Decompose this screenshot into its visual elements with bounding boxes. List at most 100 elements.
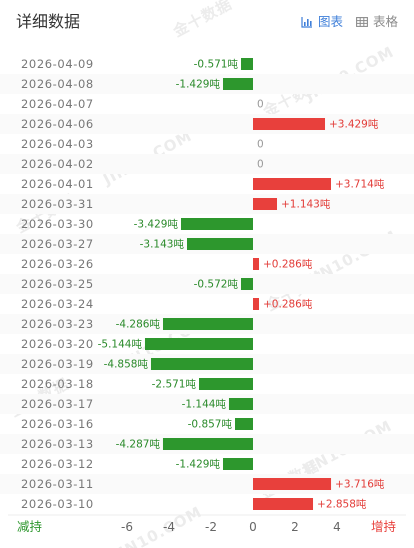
data-label: -1.429吨: [176, 78, 221, 91]
bar-decrease: [235, 418, 253, 430]
data-label: -1.144吨: [182, 398, 227, 411]
header: 详细数据 图表 表格: [0, 0, 414, 44]
table-row: 2026-03-19 -4.858吨: [0, 354, 414, 374]
category-label: 2026-03-16: [21, 417, 94, 431]
bar-increase: [253, 198, 278, 210]
table-row: 2026-03-18 -2.571吨: [21, 377, 253, 391]
category-label: 2026-03-12: [21, 457, 94, 471]
category-label: 2026-03-10: [21, 497, 94, 511]
data-label: -5.144吨: [98, 338, 143, 351]
chart-view-button[interactable]: 图表: [301, 14, 343, 30]
table-row: 2026-03-27 -3.143吨: [0, 234, 414, 254]
table-row: 2026-03-26 +0.286吨: [21, 257, 313, 271]
data-label: 0: [257, 139, 264, 151]
table-row: 2026-03-25 -0.572吨: [0, 274, 414, 294]
table-view-button[interactable]: 表格: [356, 14, 398, 30]
table-row: 2026-04-02 0: [0, 154, 414, 174]
category-label: 2026-03-30: [21, 217, 94, 231]
row-background: [0, 394, 414, 414]
category-label: 2026-03-26: [21, 257, 94, 271]
bar-decrease: [199, 378, 253, 390]
tick-label: -4: [163, 520, 175, 534]
category-label: 2026-03-24: [21, 297, 94, 311]
table-row: 2026-03-13 -4.287吨: [0, 434, 414, 454]
bar-decrease: [162, 318, 253, 330]
data-label: -3.429吨: [134, 218, 179, 231]
category-label: 2026-03-20: [21, 337, 94, 351]
table-row: 2026-04-07 0: [21, 97, 264, 111]
table-view-label: 表格: [373, 14, 399, 29]
data-label: +0.286吨: [263, 258, 313, 271]
row-background: [0, 194, 414, 214]
category-label: 2026-03-23: [21, 317, 94, 331]
data-label: -0.572吨: [194, 278, 239, 291]
category-label: 2026-03-25: [21, 277, 94, 291]
data-label: 0: [257, 159, 264, 171]
bar-decrease: [222, 458, 253, 470]
data-label: -0.571吨: [194, 58, 239, 71]
category-label: 2026-04-06: [21, 117, 94, 131]
row-background: [0, 154, 414, 174]
bar-increase: [253, 478, 332, 490]
data-label: -4.286吨: [116, 318, 161, 331]
data-label: 0: [257, 99, 264, 111]
bar-decrease: [180, 218, 253, 230]
decrease-label: 减持: [17, 519, 42, 534]
table-row: 2026-03-11 +3.716吨: [0, 474, 414, 494]
table-row: 2026-03-20 -5.144吨: [21, 337, 253, 351]
x-axis: -6 -4 -2 0 2 4 减持 增持: [8, 514, 406, 534]
data-label: -0.857吨: [188, 418, 233, 431]
data-label: +3.716吨: [335, 478, 385, 491]
category-label: 2026-03-31: [21, 197, 94, 211]
table-row: 2026-03-17 -1.144吨: [0, 394, 414, 414]
category-label: 2026-03-11: [21, 477, 94, 491]
table-row: 2026-03-16 -0.857吨: [21, 417, 253, 431]
tick-label: 0: [249, 520, 257, 534]
data-label: -2.571吨: [152, 378, 197, 391]
table-row: 2026-04-03 0: [21, 137, 264, 151]
bar-increase: [253, 498, 314, 510]
category-label: 2026-04-01: [21, 177, 94, 191]
table-row: 2026-03-23 -4.286吨: [0, 314, 414, 334]
tick-label: 2: [291, 520, 299, 534]
category-label: 2026-04-03: [21, 137, 94, 151]
bar-increase: [253, 118, 326, 130]
bar-chart-icon: [301, 16, 313, 28]
tick-label: -6: [121, 520, 133, 534]
tick-label: 4: [333, 520, 341, 534]
data-label: +0.286吨: [263, 298, 313, 311]
data-label: -1.429吨: [176, 458, 221, 471]
table-row: 2026-04-01 +3.714吨: [21, 177, 385, 191]
bar-decrease: [222, 78, 253, 90]
category-label: 2026-04-07: [21, 97, 94, 111]
category-label: 2026-03-18: [21, 377, 94, 391]
increase-label: 增持: [371, 519, 396, 534]
category-label: 2026-04-02: [21, 157, 94, 171]
chart-view-label: 图表: [318, 14, 344, 29]
table-row: 2026-03-31 +1.143吨: [0, 194, 414, 214]
table-row: 2026-03-12 -1.429吨: [21, 457, 253, 471]
bar-decrease: [241, 58, 253, 70]
bar-increase: [253, 258, 260, 270]
category-label: 2026-04-08: [21, 77, 94, 91]
table-row: 2026-04-09 -0.571吨: [21, 57, 253, 71]
page-title: 详细数据: [16, 12, 81, 31]
row-background: [0, 74, 414, 94]
table-row: 2026-03-30 -3.429吨: [21, 217, 253, 231]
bar-decrease: [150, 358, 253, 370]
data-label: -4.858吨: [104, 358, 149, 371]
table-row: 2026-04-06 +3.429吨: [0, 114, 414, 134]
data-label: -4.287吨: [116, 438, 161, 451]
category-label: 2026-03-27: [21, 237, 94, 251]
bar-increase: [253, 298, 260, 310]
bar-decrease: [228, 398, 253, 410]
tick-label: -2: [205, 520, 217, 534]
watermark-text: JIN10.COM: [301, 43, 397, 105]
category-label: 2026-04-09: [21, 57, 94, 71]
bar-decrease: [186, 238, 253, 250]
bar-increase: [253, 178, 331, 190]
row-background: [0, 274, 414, 294]
table-row: 2026-03-10 +2.858吨: [21, 497, 367, 511]
table-row: 2026-04-08 -1.429吨: [0, 74, 414, 94]
